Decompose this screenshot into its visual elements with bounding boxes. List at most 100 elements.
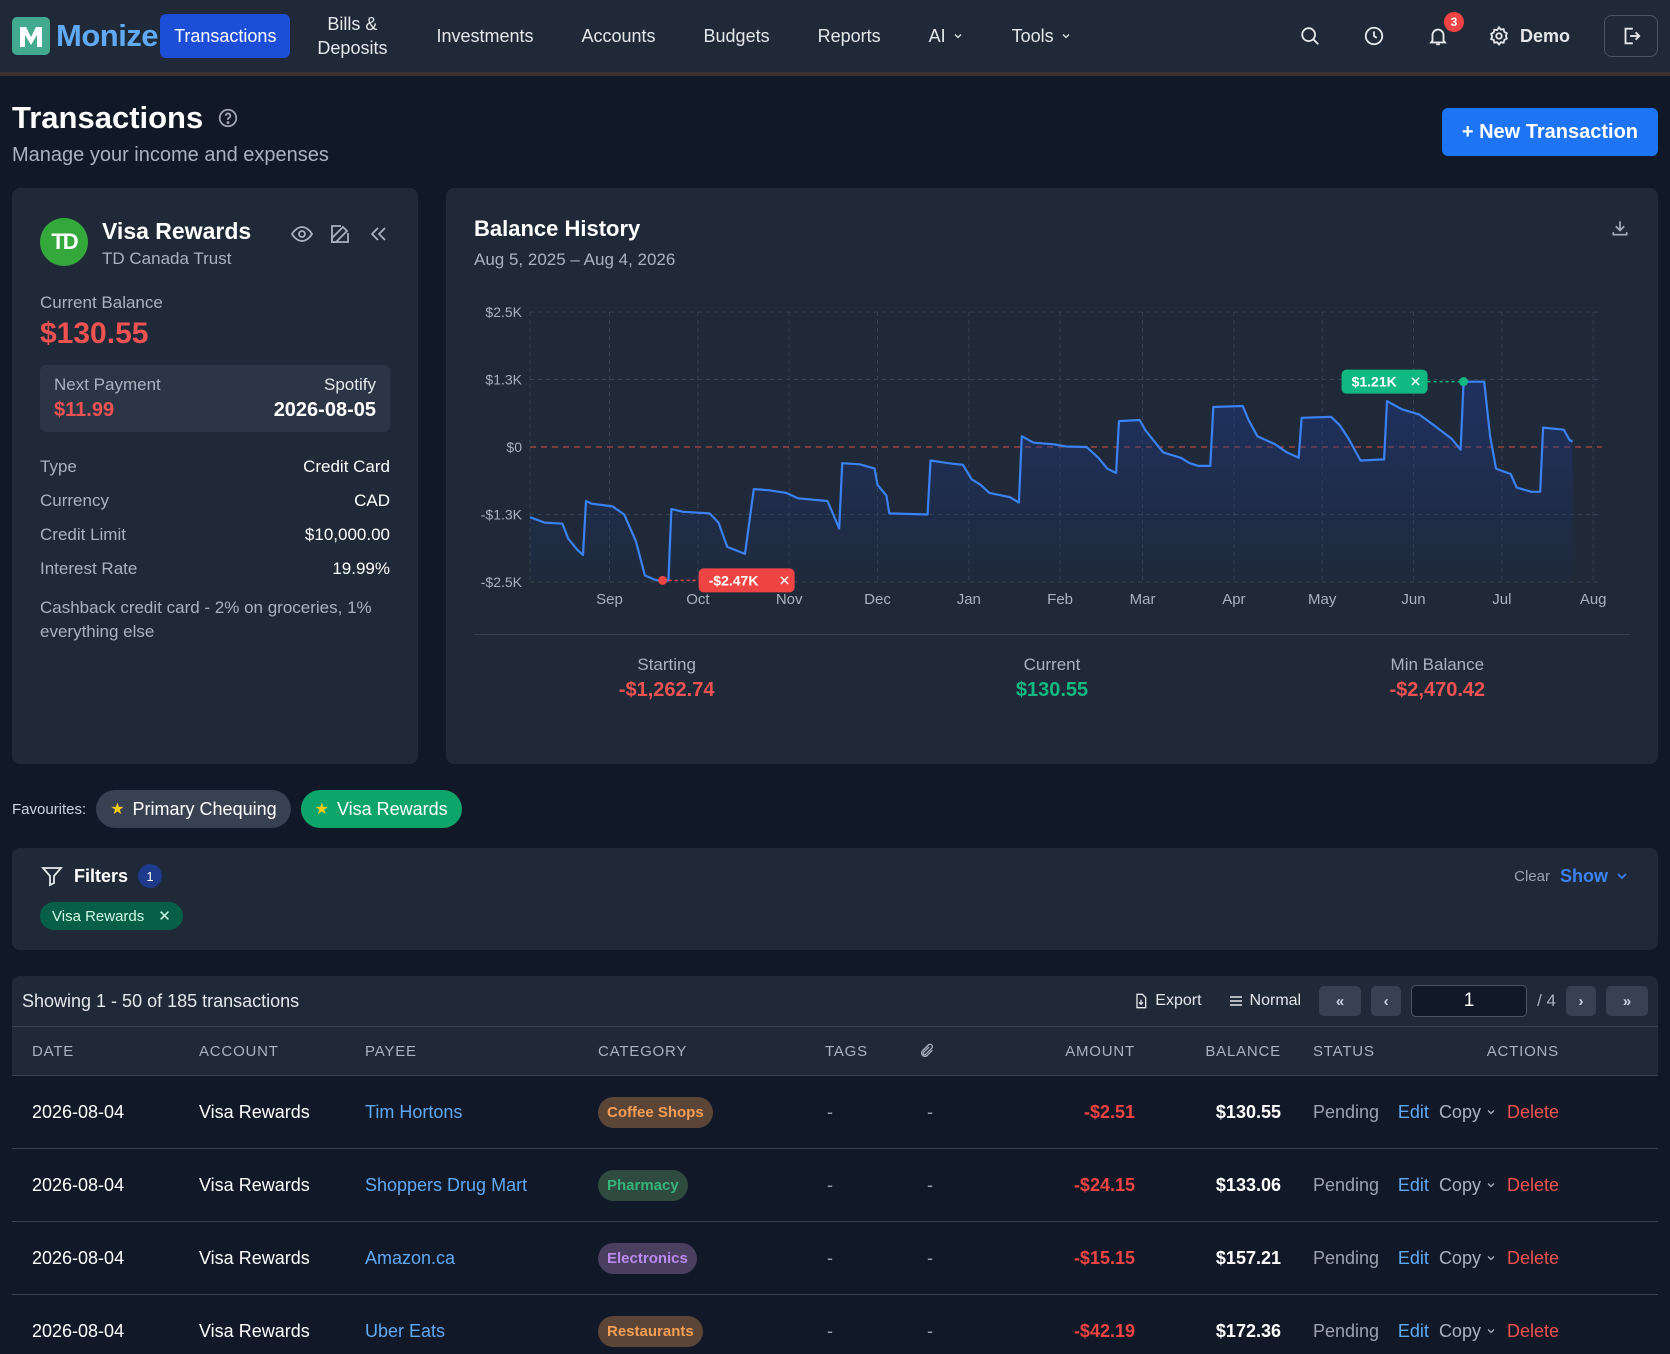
cell-category: Electronics (598, 1242, 825, 1274)
paperclip-icon (921, 1043, 933, 1057)
cell-payee-link[interactable]: Tim Hortons (365, 1101, 463, 1122)
column-header-amount[interactable]: AMOUNT (1065, 1042, 1135, 1060)
nav-item-accounts[interactable]: Accounts (559, 14, 677, 58)
nav-item-investments[interactable]: Investments (414, 14, 555, 58)
y-tick-label: $1.3K (485, 372, 522, 388)
nav-item-tools[interactable]: Tools (990, 14, 1094, 58)
column-header-tags[interactable]: TAGS (825, 1042, 868, 1060)
cell-actions: Edit Copy Delete (1398, 1320, 1559, 1342)
cell-tags: - (827, 1174, 833, 1195)
show-filters-label: Show (1560, 865, 1608, 886)
category-badge[interactable]: Electronics (598, 1242, 697, 1274)
cell-account: Visa Rewards (199, 1320, 310, 1341)
prev-page-button[interactable]: ‹ (1371, 986, 1402, 1016)
column-header-date[interactable]: DATE (32, 1042, 75, 1060)
collapse-chevrons-icon[interactable] (366, 222, 390, 246)
clear-filters-button[interactable]: Clear (1514, 867, 1550, 885)
nav-item-transactions[interactable]: Transactions (160, 14, 291, 58)
table-row[interactable]: 2026-08-04 Visa Rewards Shoppers Drug Mart… (12, 1149, 1658, 1222)
column-header-attachments[interactable] (919, 1043, 1005, 1059)
favourite-chip-label: Visa Rewards (336, 798, 448, 819)
max-label-badge[interactable] (1341, 369, 1428, 394)
new-transaction-button[interactable]: + New Transaction (1441, 108, 1658, 156)
nav-item-budgets[interactable]: Budgets (682, 14, 792, 58)
category-badge[interactable]: Restaurants (598, 1315, 703, 1347)
cell-payee-link[interactable]: Amazon.ca (365, 1247, 456, 1268)
min-label-badge[interactable] (698, 568, 795, 593)
detail-label: Type (40, 457, 77, 476)
balance-line[interactable] (529, 380, 1574, 582)
edit-button[interactable]: Edit (1397, 1320, 1429, 1341)
export-button[interactable]: Export (1125, 992, 1209, 1010)
max-point (1459, 377, 1469, 387)
column-header-category[interactable]: CATEGORY (598, 1042, 688, 1060)
y-tick-label: $0 (506, 439, 522, 455)
chevron-down-icon (1487, 1183, 1495, 1188)
close-icon[interactable]: ✕ (1410, 375, 1422, 391)
balance-history-card: Balance History Aug 5, 2025 – Aug 4, 202… (446, 188, 1658, 764)
balance-history-chart[interactable]: $2.5K $1.3K $0 -$1.3K -$2.5K Sep Oct Nov Dec Jan F… (474, 292, 1630, 622)
favourite-chip[interactable]: ★ Primary Chequing (96, 790, 291, 828)
next-page-button[interactable]: › (1566, 986, 1596, 1016)
category-badge[interactable]: Coffee Shops (598, 1096, 713, 1128)
nav-item-reports[interactable]: Reports (796, 14, 903, 58)
last-page-button[interactable]: » (1606, 986, 1648, 1016)
table-row[interactable]: 2026-08-04 Visa Rewards Amazon.ca Electroni… (12, 1222, 1658, 1295)
account-summary-card: TD Visa Rewards TD Canada Trust Current … (12, 188, 418, 764)
cell-payee-link[interactable]: Uber Eats (365, 1320, 446, 1341)
delete-button[interactable]: Delete (1506, 1247, 1559, 1268)
table-row[interactable]: 2026-08-04 Visa Rewards Uber Eats Restauran… (12, 1295, 1658, 1354)
edit-button[interactable]: Edit (1397, 1174, 1429, 1195)
min-label-text: -$2.47K (709, 572, 759, 588)
remove-filter-icon[interactable]: ✕ (158, 908, 171, 925)
page-number-input[interactable] (1411, 985, 1528, 1017)
table-header: DATE ACCOUNT PAYEE CATEGORY TAGS AMOUNT BALANC… (12, 1026, 1658, 1076)
cell-tags: - (827, 1101, 833, 1122)
cell-attachments: - (927, 1247, 933, 1268)
nav-item-label: Budgets (703, 26, 770, 46)
show-filters-toggle[interactable]: Show (1560, 866, 1630, 887)
copy-dropdown-button[interactable]: Copy (1439, 1175, 1497, 1196)
copy-dropdown-button[interactable]: Copy (1439, 1248, 1497, 1269)
column-header-status[interactable]: STATUS (1313, 1042, 1375, 1060)
notification-count-badge: 3 (1443, 12, 1464, 32)
search-icon[interactable] (1296, 22, 1324, 50)
first-page-button[interactable]: « (1319, 986, 1362, 1016)
table-row[interactable]: 2026-08-04 Visa Rewards Tim Hortons Coffee … (12, 1076, 1658, 1149)
edit-pencil-icon[interactable] (328, 222, 352, 246)
column-header-actions[interactable]: ACTIONS (1486, 1042, 1559, 1060)
download-icon[interactable] (1610, 218, 1630, 238)
notifications-bell-icon[interactable]: 3 (1424, 12, 1464, 50)
nav-item-bills-deposits[interactable]: Bills & Deposits (294, 12, 410, 60)
cell-payee-link[interactable]: Shoppers Drug Mart (365, 1174, 528, 1195)
history-clock-icon[interactable] (1360, 22, 1388, 50)
edit-button[interactable]: Edit (1397, 1247, 1429, 1268)
nav-actions: 3 Demo (1296, 12, 1658, 57)
nav-menu: Transactions Bills & Deposits Investments A… (160, 12, 1094, 60)
delete-button[interactable]: Delete (1506, 1320, 1559, 1341)
delete-button[interactable]: Delete (1506, 1101, 1559, 1122)
column-header-account[interactable]: ACCOUNT (199, 1042, 279, 1060)
favourite-chip[interactable]: ★ Visa Rewards (300, 790, 462, 828)
eye-icon[interactable] (290, 222, 314, 246)
category-badge[interactable]: Pharmacy (598, 1169, 688, 1201)
copy-dropdown-button[interactable]: Copy (1439, 1321, 1497, 1342)
cell-status: Pending (1313, 1174, 1380, 1195)
logout-button[interactable] (1604, 15, 1658, 57)
y-tick-label: $2.5K (485, 304, 522, 320)
help-icon[interactable] (217, 107, 239, 129)
nav-item-ai[interactable]: AI (907, 14, 986, 58)
cell-balance: $133.06 (1215, 1174, 1281, 1195)
copy-dropdown-button[interactable]: Copy (1439, 1102, 1497, 1123)
delete-button[interactable]: Delete (1506, 1174, 1559, 1195)
brand[interactable]: Monize (12, 17, 159, 55)
edit-button[interactable]: Edit (1397, 1101, 1429, 1122)
user-settings-menu[interactable]: Demo (1488, 25, 1570, 47)
user-name: Demo (1519, 25, 1570, 46)
cell-category: Coffee Shops (598, 1096, 825, 1128)
column-header-payee[interactable]: PAYEE (365, 1042, 417, 1060)
close-icon[interactable]: ✕ (779, 573, 791, 589)
density-toggle[interactable]: Normal (1220, 992, 1310, 1010)
column-header-balance[interactable]: BALANCE (1205, 1042, 1281, 1060)
chevron-down-icon (1487, 1329, 1495, 1334)
